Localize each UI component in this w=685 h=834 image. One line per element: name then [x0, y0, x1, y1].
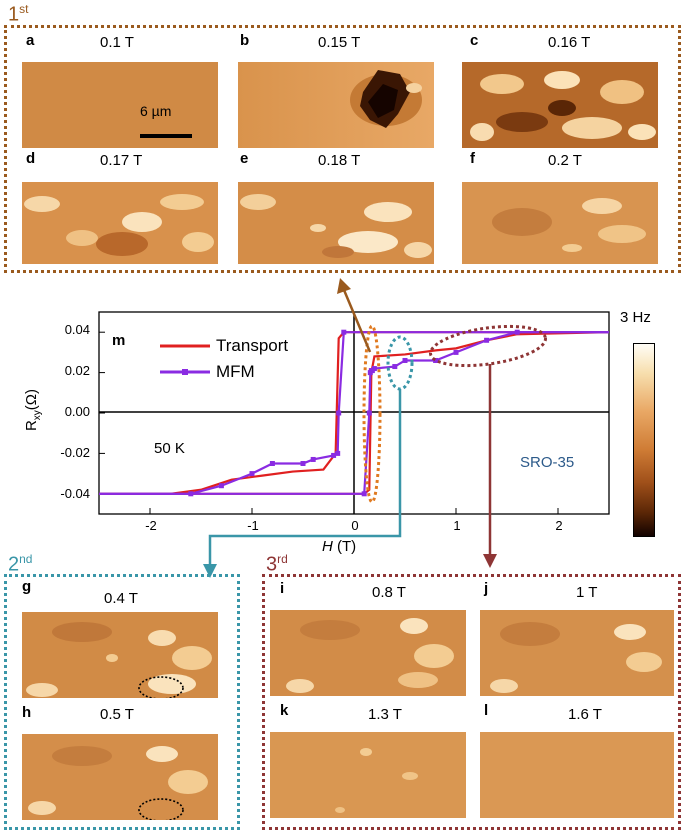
ytick-neg0.04: -0.04: [60, 486, 90, 501]
mfm-point-up-9: [433, 357, 439, 363]
panel-c-letter: c: [470, 32, 479, 49]
legend-mfm-label: MFM: [216, 362, 255, 381]
xtick-neg1: -1: [247, 518, 259, 533]
arrow-3rd-head: [483, 554, 497, 568]
panel-d-field: 0.17 T: [100, 152, 143, 169]
ytick-0.04: 0.04: [64, 322, 90, 337]
panel-k-letter: k: [280, 702, 289, 719]
mfm-point-up-11: [484, 337, 490, 343]
stage-1-label: 1st: [8, 2, 29, 26]
mfm-image-g: [22, 612, 218, 698]
mfm-image-b: [238, 62, 434, 148]
panel-h-letter: h: [22, 704, 32, 721]
mfm-curve-down: [99, 331, 609, 495]
mfm-point-up-7: [392, 364, 398, 370]
stage-3-frame: [262, 574, 681, 830]
panel-a-field: 0.1 T: [100, 34, 134, 51]
mfm-image-l: [480, 732, 674, 818]
mfm-point-up-10: [453, 349, 459, 355]
panel-e-letter: e: [240, 150, 249, 167]
mfm-image-a: [22, 62, 218, 148]
panel-l-field: 1.6 T: [568, 706, 602, 723]
mfm-image-j: [480, 610, 674, 696]
mfm-point-up-6: [371, 366, 377, 372]
ytick-0.02: 0.02: [64, 363, 90, 378]
panel-d-letter: d: [26, 150, 36, 167]
xtick-0: 0: [351, 518, 359, 533]
stage-2-frame: [4, 574, 240, 830]
panel-l-letter: l: [484, 702, 489, 719]
sample-label: SRO-35: [520, 454, 575, 471]
panel-i-field: 0.8 T: [372, 584, 406, 601]
mfm-image-d: [22, 182, 218, 264]
mfm-point-down-2: [336, 410, 342, 416]
mfm-image-i: [270, 610, 466, 696]
mfm-point-down-6: [300, 461, 306, 466]
mfm-point-up-2: [366, 410, 372, 416]
mfm-curve-up: [99, 331, 609, 495]
panel-e-field: 0.18 T: [318, 152, 361, 169]
legend-transport-label: Transport: [216, 336, 289, 355]
mfm-point-down-3: [335, 450, 341, 456]
stage-3-label: 3rd: [266, 552, 288, 576]
scale-bar: [140, 134, 192, 138]
colorbar-label: 3 Hz: [620, 309, 651, 326]
transport-curve-down: [99, 331, 609, 495]
mfm-point-down-8: [249, 471, 255, 477]
axis-ticks: [99, 331, 559, 514]
panel-i-letter: i: [280, 580, 285, 597]
panel-c-field: 0.16 T: [548, 34, 591, 51]
colorbar: [633, 343, 655, 537]
mfm-point-down-5: [310, 456, 316, 462]
x-axis-label: H (T): [322, 538, 357, 555]
highlight-3rd: [429, 324, 547, 368]
mfm-point-down-9: [218, 483, 224, 489]
panel-b-letter: b: [240, 32, 250, 49]
mfm-point-down-7: [269, 461, 275, 466]
ytick-neg0.02: -0.02: [60, 445, 90, 460]
xtick-2: 2: [555, 518, 563, 533]
mfm-image-h: [22, 734, 218, 820]
panel-j-field: 1 T: [576, 584, 598, 601]
panel-h-field: 0.5 T: [100, 706, 134, 723]
panel-f-field: 0.2 T: [548, 152, 582, 169]
mfm-image-c: [462, 62, 658, 148]
panel-g-letter: g: [22, 578, 32, 595]
panel-b-field: 0.15 T: [318, 34, 361, 51]
mfm-image-e: [238, 182, 434, 264]
arrow-1st-head: [337, 278, 351, 294]
arrow-2nd-line: [208, 389, 402, 566]
stage-1-frame: [4, 25, 681, 273]
xtick-neg2: -2: [145, 518, 157, 533]
xtick-1: 1: [453, 518, 461, 533]
panel-j-letter: j: [484, 580, 489, 597]
mfm-point-down-10: [188, 491, 194, 497]
arrow-2nd-head: [203, 564, 217, 578]
legend-mfm-marker: [182, 369, 188, 375]
highlight-1st: [362, 324, 382, 504]
arrow-1st-line: [342, 289, 372, 353]
panel-f-letter: f: [470, 150, 475, 167]
mfm-image-k: [270, 732, 466, 818]
panel-a-letter: a: [26, 32, 35, 49]
mfm-point-up-8: [402, 357, 408, 363]
panel-k-field: 1.3 T: [368, 706, 402, 723]
temperature-label: 50 K: [154, 440, 185, 457]
scale-bar-label: 6 µm: [140, 103, 172, 119]
mfm-point-down-1: [341, 329, 347, 335]
ytick-0.00: 0.00: [64, 404, 90, 419]
panel-m-letter: m: [112, 332, 126, 349]
mfm-point-down-4: [331, 452, 337, 458]
mfm-point-up-1: [361, 491, 367, 497]
stage-2-label: 2nd: [8, 552, 33, 576]
panel-g-field: 0.4 T: [104, 590, 138, 607]
mfm-image-f: [462, 182, 658, 264]
series-layer: [99, 329, 610, 497]
